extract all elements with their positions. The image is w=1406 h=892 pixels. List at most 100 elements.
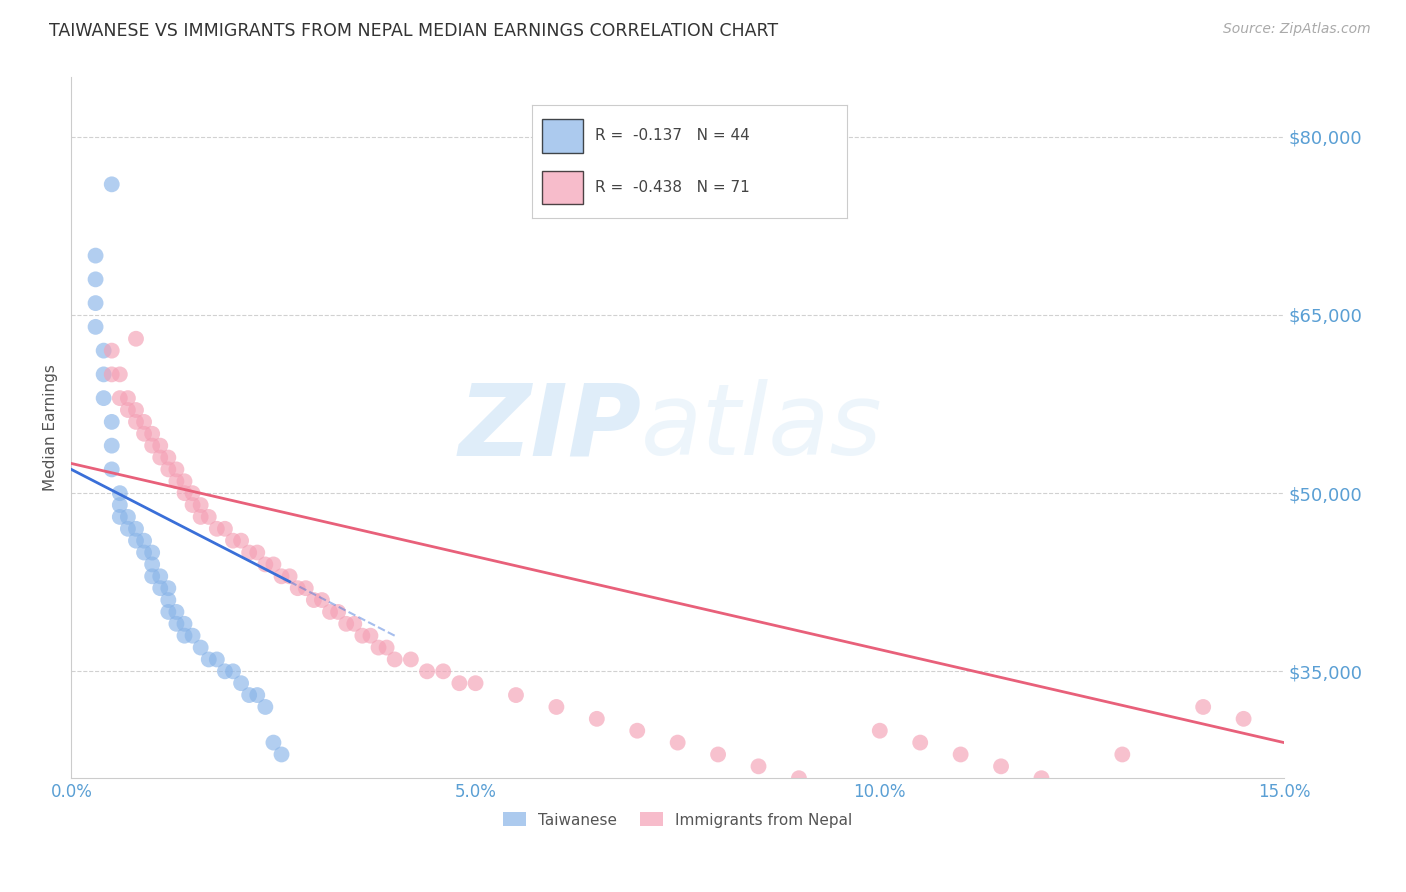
Point [157,593,180,607]
Point [165,462,187,476]
Point [666,736,689,750]
Point [869,723,891,738]
Text: TAIWANESE VS IMMIGRANTS FROM NEPAL MEDIAN EARNINGS CORRELATION CHART: TAIWANESE VS IMMIGRANTS FROM NEPAL MEDIA… [49,22,779,40]
Point [84,296,107,310]
Point [787,771,810,785]
Point [141,439,163,453]
Point [375,640,398,655]
Point [157,462,180,476]
Point [149,569,172,583]
Point [254,700,277,714]
Point [828,783,851,797]
Point [100,439,122,453]
Point [93,391,115,405]
Point [343,616,366,631]
Point [190,510,212,524]
Point [335,616,357,631]
Point [100,343,122,358]
Point [326,605,349,619]
Point [173,475,195,489]
Point [1192,700,1215,714]
Point [141,426,163,441]
Point [270,569,292,583]
Point [246,688,269,702]
Point [949,747,972,762]
Point [205,522,228,536]
Point [278,569,301,583]
Point [125,332,148,346]
Point [117,391,139,405]
Point [108,391,131,405]
Point [165,616,187,631]
Point [125,403,148,417]
Point [197,652,219,666]
Point [197,510,219,524]
Point [319,605,342,619]
Point [190,640,212,655]
Point [384,652,406,666]
Point [707,747,730,762]
Point [117,403,139,417]
Point [181,498,204,512]
Point [108,486,131,500]
Point [626,723,648,738]
Y-axis label: Median Earnings: Median Earnings [44,365,58,491]
Point [246,545,269,559]
Point [157,581,180,595]
Point [100,415,122,429]
Point [214,522,236,536]
Point [214,665,236,679]
Point [262,558,284,572]
Point [505,688,527,702]
Point [222,533,245,548]
Point [205,652,228,666]
Point [416,665,439,679]
Point [990,759,1012,773]
Point [117,522,139,536]
Point [132,415,155,429]
Point [287,581,309,595]
Point [100,178,122,192]
Point [141,545,163,559]
Point [100,368,122,382]
Point [125,533,148,548]
Point [149,439,172,453]
Point [229,676,252,690]
Point [84,319,107,334]
Point [1111,747,1133,762]
Point [173,616,195,631]
Point [141,558,163,572]
Point [229,533,252,548]
Point [125,415,148,429]
Point [117,510,139,524]
Text: ZIP: ZIP [458,379,641,476]
Point [165,605,187,619]
Point [181,486,204,500]
Point [222,665,245,679]
Point [149,450,172,465]
Point [311,593,333,607]
Point [546,700,568,714]
Point [294,581,316,595]
Point [173,486,195,500]
Point [132,533,155,548]
Point [157,605,180,619]
Point [367,640,389,655]
Point [84,249,107,263]
Point [449,676,471,690]
Point [254,558,277,572]
Point [132,426,155,441]
Text: atlas: atlas [641,379,883,476]
Point [93,368,115,382]
Point [262,736,284,750]
Point [432,665,454,679]
Point [238,545,260,559]
Point [100,462,122,476]
Point [181,629,204,643]
Point [149,581,172,595]
Point [141,569,163,583]
Legend: Taiwanese, Immigrants from Nepal: Taiwanese, Immigrants from Nepal [496,806,859,834]
Point [352,629,374,643]
Point [108,510,131,524]
Point [399,652,422,666]
